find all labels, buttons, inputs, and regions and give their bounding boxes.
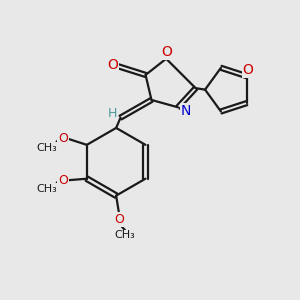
Text: O: O	[162, 45, 172, 59]
Text: O: O	[58, 174, 68, 187]
Text: O: O	[114, 213, 124, 226]
Text: CH₃: CH₃	[37, 143, 57, 153]
Text: CH₃: CH₃	[115, 230, 135, 240]
Text: O: O	[243, 63, 254, 77]
Text: H: H	[108, 107, 117, 120]
Text: CH₃: CH₃	[37, 184, 57, 194]
Text: O: O	[58, 133, 68, 146]
Text: O: O	[107, 58, 118, 72]
Text: N: N	[181, 104, 191, 118]
